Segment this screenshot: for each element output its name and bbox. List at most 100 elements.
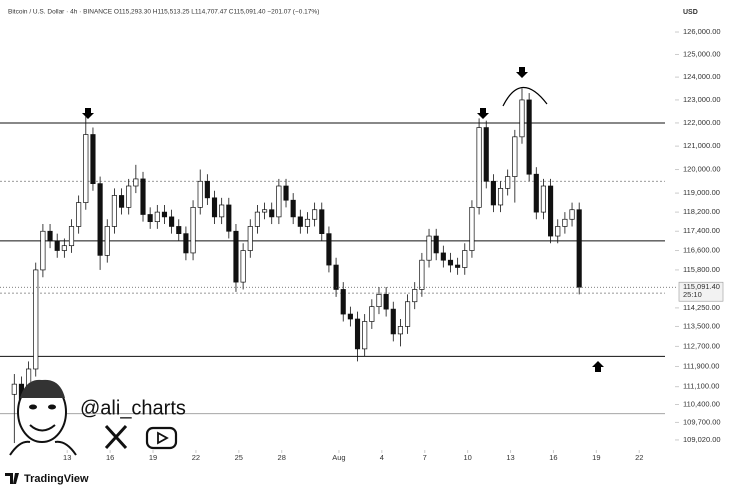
candle-body	[154, 211, 160, 223]
x-tick-label: 19	[592, 453, 600, 462]
candle-body	[126, 185, 132, 208]
candle-body	[347, 313, 353, 320]
candle-body	[83, 134, 89, 203]
youtube-play	[157, 431, 169, 445]
candle-body	[90, 134, 96, 184]
y-tick-label: 119,000.00	[683, 188, 720, 197]
candle-body	[354, 318, 361, 350]
x-tick-label: 13	[63, 453, 71, 462]
candle-body	[204, 180, 210, 199]
candle-body	[262, 209, 268, 213]
x-tick-label: 25	[235, 453, 243, 462]
x-tick-label: 28	[278, 453, 286, 462]
x-tick-label: 7	[423, 453, 427, 462]
avatar-eye	[48, 404, 56, 410]
candle-body	[369, 306, 375, 322]
top-arc	[502, 87, 548, 107]
candle-body	[283, 185, 289, 201]
x-tick-label: 16	[549, 453, 557, 462]
avatar-shoulders	[9, 440, 77, 456]
last-price-label: 115,091.40	[683, 282, 720, 291]
candle-body	[147, 214, 153, 223]
y-tick-label: 126,000.00	[683, 27, 721, 36]
candle-body	[47, 230, 53, 242]
y-tick-label: 115,800.00	[683, 265, 720, 274]
arrow-down	[82, 108, 94, 119]
candle-body	[97, 183, 103, 256]
candle-body	[505, 176, 511, 189]
y-tick-label: 121,000.00	[683, 141, 721, 150]
candle-body	[33, 269, 39, 370]
candle-body	[254, 211, 260, 227]
y-tick-label: 110,400.00	[683, 399, 720, 408]
chart-title: Bitcoin / U.S. Dollar · 4h · BINANCE O11…	[8, 9, 319, 16]
candle-body	[319, 209, 325, 234]
candle-body	[176, 226, 182, 234]
brand-logo	[5, 473, 19, 484]
youtube-icon	[145, 426, 178, 450]
candle-body	[455, 264, 461, 268]
candle-body	[247, 226, 253, 251]
candle-body	[562, 218, 568, 227]
y-tick-label: 111,900.00	[683, 361, 719, 370]
candle-body	[397, 326, 403, 335]
x-tick-label: 4	[380, 453, 384, 462]
candle-body	[419, 259, 425, 290]
x-tick-label: 10	[463, 453, 471, 462]
avatar-eye	[29, 404, 37, 410]
candle-body	[383, 294, 389, 310]
candle-body	[54, 240, 60, 251]
y-tick-label: 112,700.00	[683, 341, 720, 350]
candle-body	[548, 185, 554, 237]
candle-body	[40, 230, 46, 271]
candle-body	[576, 209, 582, 288]
y-tick-label: 117,400.00	[683, 226, 720, 235]
candle-body	[462, 250, 468, 268]
candle-body	[497, 188, 504, 206]
author-badge: @ali_charts	[9, 379, 186, 456]
candle-body	[340, 289, 346, 315]
annotations	[82, 67, 604, 372]
candle-body	[376, 294, 382, 308]
candle-body	[240, 250, 246, 283]
x-tick-label: 22	[635, 453, 643, 462]
candle-body	[490, 180, 496, 206]
candle-body	[483, 127, 489, 182]
y-tick-label: 114,250.00	[683, 303, 720, 312]
candle-body	[161, 211, 168, 218]
candle-body	[412, 289, 418, 303]
candle-body	[211, 197, 218, 218]
candle-body	[569, 209, 575, 220]
candle-body	[433, 235, 439, 254]
candle-body	[76, 202, 82, 227]
y-tick-label: 109,700.00	[683, 417, 721, 426]
candle-body	[276, 185, 282, 218]
candle-body	[405, 301, 411, 327]
brand: TradingView	[5, 473, 89, 485]
y-tick-label: 120,000.00	[683, 165, 721, 174]
y-tick-label: 123,000.00	[683, 95, 721, 104]
candle-body	[118, 195, 125, 208]
candle-body	[169, 216, 175, 227]
candle-body	[533, 173, 539, 213]
candle-body	[390, 308, 396, 335]
candle-body	[269, 209, 275, 218]
candle-body	[304, 218, 311, 227]
candle-body	[326, 233, 332, 266]
y-tick-label: 113,500.00	[683, 321, 720, 330]
candle-body	[362, 321, 368, 350]
watermark: @ali_charts	[80, 397, 186, 419]
y-tick-label: 125,000.00	[683, 49, 721, 58]
candle-body	[290, 199, 296, 218]
candle-body	[140, 178, 146, 215]
candle-body	[526, 99, 532, 175]
candle-body	[333, 264, 339, 290]
y-tick-label: 109,020.00	[683, 435, 721, 444]
x-tick-label: 16	[106, 453, 114, 462]
x-icon	[104, 424, 128, 450]
candle-body	[197, 180, 203, 208]
candle-body	[104, 226, 110, 256]
candle-body	[512, 136, 518, 177]
